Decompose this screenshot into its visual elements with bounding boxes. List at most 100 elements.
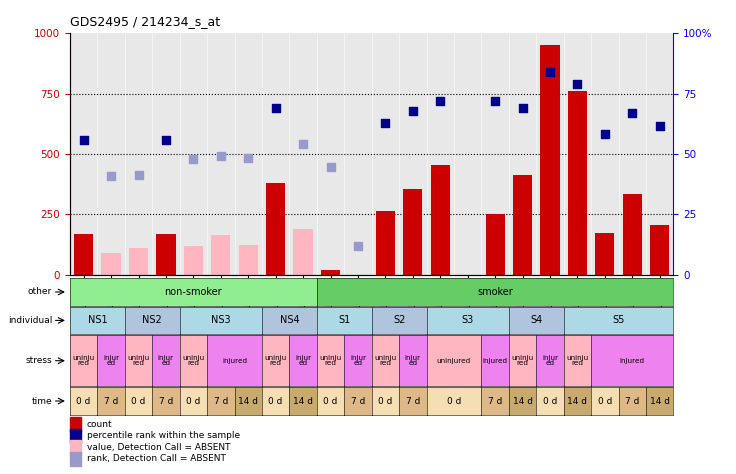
Text: rank, Detection Call = ABSENT: rank, Detection Call = ABSENT	[87, 455, 226, 463]
Text: 14 d: 14 d	[650, 397, 670, 405]
Text: injur
ed: injur ed	[405, 355, 421, 366]
Text: NS1: NS1	[88, 315, 107, 326]
Text: 0 d: 0 d	[269, 397, 283, 405]
Text: 0 d: 0 d	[323, 397, 338, 405]
Point	[105, 172, 117, 180]
Text: S2: S2	[393, 315, 406, 326]
Point	[188, 155, 199, 163]
Text: injur
ed: injur ed	[542, 355, 558, 366]
Text: value, Detection Call = ABSENT: value, Detection Call = ABSENT	[87, 443, 230, 452]
Point	[380, 119, 392, 127]
Bar	[486, 215, 505, 275]
Bar	[102, 253, 121, 275]
Text: 7 d: 7 d	[104, 397, 118, 405]
Text: injur
ed: injur ed	[103, 355, 119, 366]
Text: uninju
red: uninju red	[566, 355, 589, 366]
Text: stress: stress	[26, 356, 52, 365]
Bar	[70, 428, 81, 443]
Bar	[129, 248, 148, 275]
Text: 0 d: 0 d	[131, 397, 146, 405]
Bar	[431, 165, 450, 275]
Text: non-smoker: non-smoker	[165, 287, 222, 297]
Point	[297, 141, 309, 148]
Text: count: count	[87, 420, 113, 429]
Text: uninju
red: uninju red	[319, 355, 342, 366]
Text: other: other	[28, 288, 52, 296]
Text: uninju
red: uninju red	[183, 355, 205, 366]
Text: 7 d: 7 d	[488, 397, 502, 405]
Bar	[540, 46, 559, 275]
Text: injured: injured	[620, 358, 645, 364]
Point	[654, 122, 665, 130]
Text: uninju
red: uninju red	[73, 355, 95, 366]
Bar	[568, 91, 587, 275]
Bar	[376, 211, 395, 275]
Text: percentile rank within the sample: percentile rank within the sample	[87, 431, 240, 440]
Text: uninju
red: uninju red	[375, 355, 397, 366]
Point	[215, 153, 227, 160]
Text: 0 d: 0 d	[378, 397, 392, 405]
Bar	[595, 233, 615, 275]
Text: GDS2495 / 214234_s_at: GDS2495 / 214234_s_at	[70, 16, 220, 28]
Text: 7 d: 7 d	[625, 397, 640, 405]
Point	[242, 154, 254, 162]
Bar	[70, 440, 81, 455]
Bar	[156, 234, 175, 275]
Point	[517, 104, 528, 112]
Point	[544, 68, 556, 76]
Bar	[238, 245, 258, 275]
Text: S1: S1	[338, 315, 350, 326]
Text: smoker: smoker	[477, 287, 513, 297]
Text: S4: S4	[530, 315, 542, 326]
Point	[160, 136, 171, 143]
Text: 7 d: 7 d	[213, 397, 228, 405]
Text: 7 d: 7 d	[351, 397, 365, 405]
Point	[489, 97, 501, 105]
Bar	[321, 270, 340, 275]
Text: uninju
red: uninju red	[512, 355, 534, 366]
Bar	[184, 246, 203, 275]
Point	[572, 80, 584, 88]
Point	[407, 107, 419, 114]
Bar	[403, 189, 422, 275]
Point	[626, 109, 638, 117]
Text: NS2: NS2	[142, 315, 162, 326]
Text: uninju
red: uninju red	[127, 355, 149, 366]
Text: 0 d: 0 d	[598, 397, 612, 405]
Text: time: time	[32, 397, 52, 405]
Bar	[211, 235, 230, 275]
Text: NS3: NS3	[211, 315, 230, 326]
Text: 0 d: 0 d	[77, 397, 91, 405]
Bar	[266, 183, 286, 275]
Point	[352, 242, 364, 250]
Bar	[74, 234, 93, 275]
Text: injured: injured	[222, 358, 247, 364]
Text: NS4: NS4	[280, 315, 300, 326]
Text: 14 d: 14 d	[567, 397, 587, 405]
Text: uninjured: uninjured	[437, 358, 471, 364]
Bar	[70, 417, 81, 432]
Text: 14 d: 14 d	[238, 397, 258, 405]
Text: injur
ed: injur ed	[158, 355, 174, 366]
Text: 0 d: 0 d	[447, 397, 461, 405]
Text: uninju
red: uninju red	[264, 355, 287, 366]
Text: 14 d: 14 d	[293, 397, 313, 405]
Bar	[513, 174, 532, 275]
Bar	[623, 194, 642, 275]
Bar	[294, 229, 313, 275]
Text: injur
ed: injur ed	[295, 355, 311, 366]
Point	[599, 130, 611, 137]
Text: 7 d: 7 d	[159, 397, 173, 405]
Text: 0 d: 0 d	[186, 397, 200, 405]
Text: individual: individual	[7, 316, 52, 325]
Text: S5: S5	[612, 315, 625, 326]
Bar	[650, 225, 669, 275]
Text: injur
ed: injur ed	[350, 355, 366, 366]
Text: injured: injured	[483, 358, 508, 364]
Point	[78, 136, 90, 143]
Point	[434, 97, 446, 105]
Text: 14 d: 14 d	[512, 397, 533, 405]
Point	[325, 164, 336, 171]
Text: 0 d: 0 d	[543, 397, 557, 405]
Point	[270, 104, 282, 112]
